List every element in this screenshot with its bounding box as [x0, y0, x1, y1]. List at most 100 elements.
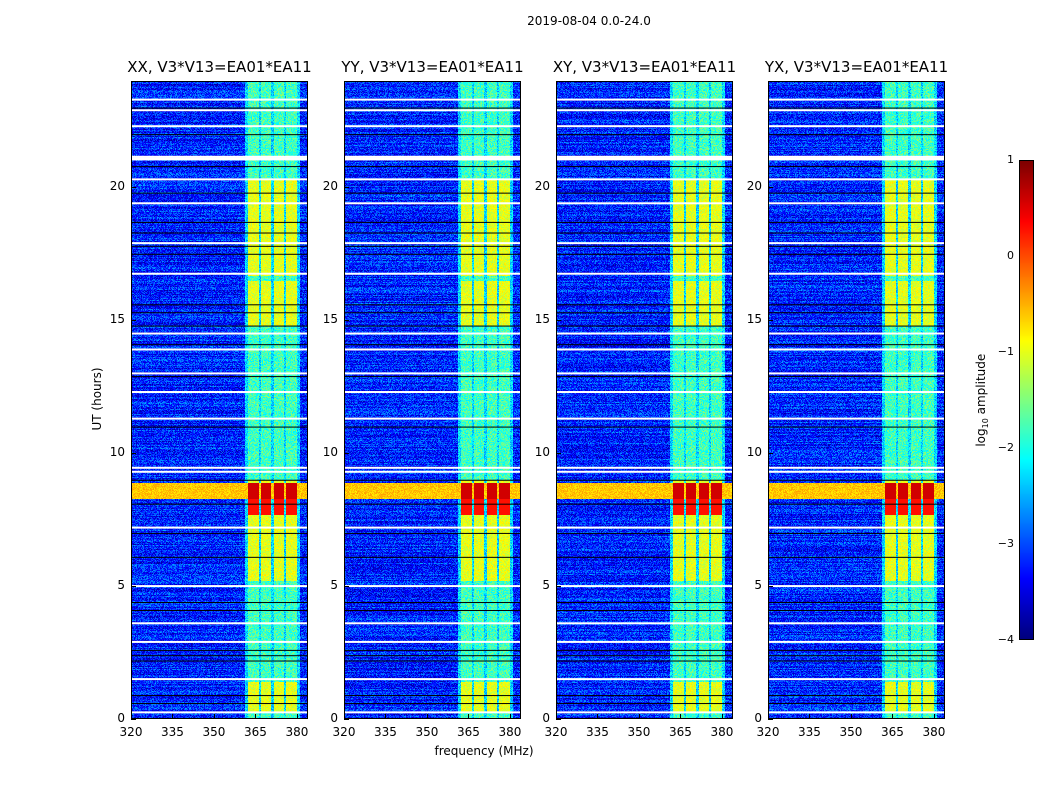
y-tick-label: 5	[542, 578, 550, 593]
x-tick-label: 320	[119, 725, 143, 739]
y-tick-mark	[556, 187, 561, 189]
y-tick-mark	[131, 320, 136, 322]
colorbar-tick-label: 0	[1007, 249, 1014, 262]
x-tick-label: 320	[544, 725, 568, 739]
y-tick-mark	[344, 187, 349, 189]
x-tick-label: 335	[586, 725, 609, 739]
x-tick-mark	[468, 714, 470, 719]
colorbar-tick-label: −1	[997, 345, 1014, 358]
x-tick-mark	[344, 714, 345, 719]
x-tick-mark	[933, 714, 935, 719]
x-tick-mark	[680, 714, 682, 719]
x-tick-label: 380	[285, 725, 309, 739]
x-tick-mark	[385, 714, 387, 719]
x-tick-mark	[597, 714, 599, 719]
y-tick-mark	[344, 453, 349, 455]
x-tick-label: 365	[244, 725, 267, 739]
x-tick-mark	[255, 714, 257, 719]
x-tick-label: 350	[627, 725, 651, 739]
panel-title: YY, V3*V13=EA01*EA11	[341, 58, 524, 76]
y-tick-label: 20	[746, 179, 762, 194]
colorbar	[1019, 160, 1034, 640]
x-tick-mark	[172, 714, 174, 719]
y-tick-label: 5	[754, 578, 762, 593]
y-tick-mark	[344, 719, 349, 720]
x-tick-label: 350	[839, 725, 863, 739]
colorbar-tick-label: −4	[997, 633, 1014, 646]
colorbar-tick-label: 1	[1007, 153, 1014, 166]
x-tick-mark	[892, 714, 894, 719]
y-tick-label: 15	[322, 312, 338, 327]
panel-3: XY, V3*V13=EA01*EA11 320 335 350 365 380 0 5 10 1…	[535, 58, 736, 739]
x-tick-label: 380	[922, 725, 946, 739]
x-tick-label: 380	[710, 725, 734, 739]
colorbar-tick-label: −2	[997, 441, 1014, 454]
y-tick-label: 20	[322, 179, 338, 194]
spectrogram-heatmap	[131, 81, 308, 719]
colorbar-label: log10 amplitude	[973, 353, 991, 447]
panel-title: XY, V3*V13=EA01*EA11	[552, 58, 737, 76]
y-tick-mark	[131, 453, 136, 455]
y-tick-label: 10	[322, 445, 338, 460]
x-tick-label: 350	[202, 725, 226, 739]
x-tick-label: 380	[498, 725, 522, 739]
y-tick-label: 15	[534, 312, 550, 327]
y-tick-mark	[131, 719, 136, 720]
y-tick-label: 20	[109, 179, 125, 194]
panel-4: YX, V3*V13=EA01*EA11 320 335 350 365 380 0 5 10 1…	[747, 58, 948, 739]
y-tick-label: 15	[109, 312, 125, 327]
y-tick-mark	[131, 586, 136, 588]
y-tick-label: 0	[330, 711, 338, 725]
x-tick-mark	[296, 714, 298, 719]
panel-2: YY, V3*V13=EA01*EA11 320 335 350 365 380 0 5 10 1…	[323, 58, 524, 739]
x-tick-label: 365	[881, 725, 904, 739]
colorbar-tick-label: −3	[997, 537, 1014, 550]
x-tick-mark	[131, 714, 132, 719]
panel-title: YX, V3*V13=EA01*EA11	[764, 58, 949, 76]
y-axis-label: UT (hours)	[90, 367, 104, 431]
y-tick-mark	[768, 187, 773, 189]
y-tick-mark	[556, 320, 561, 322]
y-tick-label: 5	[117, 578, 125, 593]
y-tick-mark	[768, 719, 773, 720]
spectrogram-heatmap	[556, 81, 733, 719]
x-tick-label: 365	[457, 725, 480, 739]
x-tick-mark	[638, 714, 640, 719]
colorbar-gradient	[1020, 161, 1033, 639]
y-tick-label: 10	[109, 445, 125, 460]
x-tick-label: 320	[332, 725, 356, 739]
y-tick-mark	[131, 187, 136, 189]
x-tick-mark	[213, 714, 215, 719]
x-tick-mark	[426, 714, 428, 719]
x-tick-label: 335	[798, 725, 821, 739]
y-tick-mark	[344, 320, 349, 322]
spectrogram-heatmap	[768, 81, 945, 719]
y-tick-mark	[556, 586, 561, 588]
y-tick-label: 0	[754, 711, 762, 725]
x-tick-label: 320	[756, 725, 780, 739]
x-tick-mark	[721, 714, 723, 719]
y-tick-mark	[344, 586, 349, 588]
x-tick-mark	[556, 714, 557, 719]
x-tick-label: 335	[374, 725, 397, 739]
y-tick-label: 0	[542, 711, 550, 725]
y-tick-mark	[556, 719, 561, 720]
y-tick-label: 20	[534, 179, 550, 194]
x-axis-label: frequency (MHz)	[434, 744, 534, 758]
y-tick-mark	[768, 320, 773, 322]
x-tick-mark	[509, 714, 511, 719]
y-tick-label: 15	[746, 312, 762, 327]
spectrogram-heatmap	[344, 81, 521, 719]
y-tick-mark	[768, 453, 773, 455]
x-tick-label: 335	[161, 725, 184, 739]
x-tick-mark	[768, 714, 769, 719]
x-tick-label: 365	[669, 725, 692, 739]
x-tick-mark	[850, 714, 852, 719]
x-tick-mark	[809, 714, 811, 719]
y-tick-label: 10	[534, 445, 550, 460]
x-tick-label: 350	[415, 725, 439, 739]
y-tick-label: 10	[746, 445, 762, 460]
figure-title: 2019-08-04 0.0-24.0	[527, 14, 651, 28]
panel-1: XX, V3*V13=EA01*EA11 320 335 350 365 380 0 5 10 1…	[110, 58, 312, 739]
